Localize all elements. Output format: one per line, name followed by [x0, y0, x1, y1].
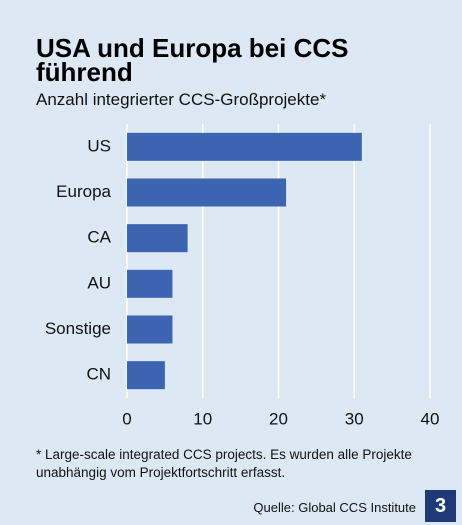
- chart-title: USA und Europa bei CCS führend: [36, 33, 349, 87]
- x-tick-label: 0: [122, 409, 131, 428]
- bar: [127, 361, 165, 390]
- page-number: 3: [425, 490, 456, 522]
- bar: [127, 224, 188, 253]
- x-tick-label: 20: [269, 409, 288, 428]
- y-tick-label: CA: [87, 228, 111, 247]
- chart-subtitle: Anzahl integrierter CCS-Großprojekte*: [36, 90, 327, 109]
- footnote: * Large-scale integrated CCS projects. E…: [36, 447, 412, 480]
- source: Quelle: Global CCS Institute: [253, 500, 416, 515]
- y-tick-label: US: [87, 136, 111, 155]
- chart: 0 10 20 30 40 US Europa CA AU Sonstige CN: [45, 124, 440, 428]
- x-tick-label: 40: [421, 409, 440, 428]
- x-tick-label: 10: [193, 409, 212, 428]
- bar: [127, 269, 173, 298]
- y-tick-label: Sonstige: [45, 319, 111, 338]
- bar: [127, 178, 287, 207]
- y-tick-label: Europa: [56, 182, 111, 201]
- bar: [127, 315, 173, 344]
- y-tick-label: AU: [87, 273, 111, 292]
- bar: [127, 132, 362, 161]
- y-tick-label: CN: [86, 365, 111, 384]
- x-tick-label: 30: [345, 409, 364, 428]
